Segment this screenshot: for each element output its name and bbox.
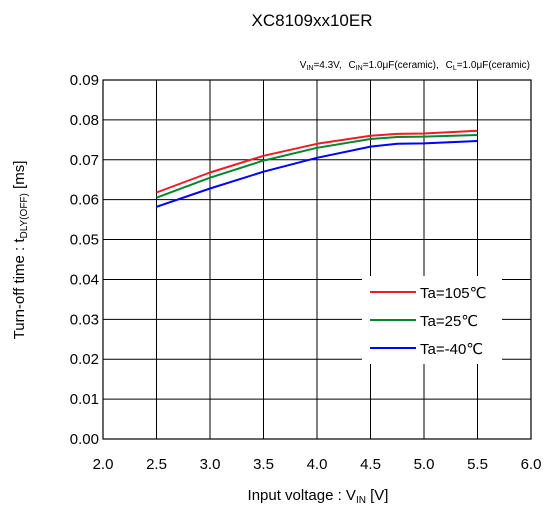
series-line <box>156 134 478 199</box>
legend-label: Ta=105℃ <box>420 285 486 302</box>
y-tick-label: 0.07 <box>70 152 99 169</box>
x-tick-label: 3.0 <box>200 456 221 473</box>
y-tick-label: 0.03 <box>70 311 99 328</box>
x-tick-label: 2.0 <box>93 456 114 473</box>
x-tick-label: 6.0 <box>521 456 542 473</box>
series-line <box>156 129 478 194</box>
plot-frame <box>102 79 532 440</box>
y-axis-label: Turn-off time : tDLY(OFF) [ms] <box>11 161 30 340</box>
y-tick-label: 0.00 <box>70 431 99 448</box>
y-tick-label: 0.01 <box>70 391 99 408</box>
chart-title: XC8109xx10ER <box>252 11 373 30</box>
axes <box>102 79 532 440</box>
x-axis-label: Input voltage : VIN [V] <box>248 487 389 506</box>
x-tick-label: 5.0 <box>414 456 435 473</box>
x-tick-label: 4.5 <box>360 456 381 473</box>
x-tick-label: 5.5 <box>467 456 488 473</box>
grid <box>103 80 531 439</box>
series-layer <box>156 129 478 208</box>
series-line <box>156 140 478 208</box>
legend-label: Ta=25℃ <box>420 313 478 330</box>
y-tick-label: 0.04 <box>70 271 99 288</box>
y-tick-label: 0.06 <box>70 192 99 209</box>
y-tick-label: 0.08 <box>70 112 99 129</box>
tick-labels: 2.0 2.5 3.0 3.5 4.0 4.5 5.0 5.5 6.0 0.00 0.01 0.02 0… <box>70 72 542 473</box>
x-tick-label: 3.5 <box>253 456 274 473</box>
x-tick-label: 4.0 <box>307 456 328 473</box>
legend: Ta=105℃ Ta=25℃ Ta=-40℃ <box>362 276 502 364</box>
legend-label: Ta=-40℃ <box>420 341 483 358</box>
x-tick-label: 2.5 <box>146 456 167 473</box>
y-tick-label: 0.02 <box>70 351 99 368</box>
y-tick-label: 0.09 <box>70 72 99 89</box>
test-conditions: VIN=4.3V, CIN=1.0μF(ceramic), CL=1.0μF(c… <box>300 60 530 72</box>
y-tick-label: 0.05 <box>70 232 99 249</box>
